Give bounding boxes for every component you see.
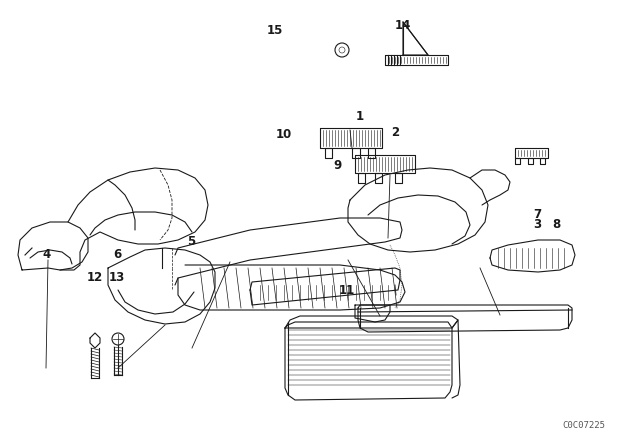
Text: 4: 4 [42, 248, 50, 261]
Text: 12: 12 [86, 271, 103, 284]
Text: 5: 5 [187, 234, 195, 248]
Text: 13: 13 [109, 271, 125, 284]
Text: 9: 9 [333, 159, 341, 172]
Text: 7: 7 [534, 207, 541, 221]
Text: 8: 8 [553, 217, 561, 231]
Text: 2: 2 [392, 125, 399, 139]
Text: 3: 3 [534, 217, 541, 231]
Text: 10: 10 [275, 128, 292, 141]
Text: 11: 11 [339, 284, 355, 297]
Text: C0C07225: C0C07225 [562, 421, 605, 430]
Text: 6: 6 [113, 248, 121, 261]
Text: 14: 14 [395, 19, 412, 33]
Text: 1: 1 [356, 110, 364, 123]
Text: 15: 15 [267, 24, 284, 37]
